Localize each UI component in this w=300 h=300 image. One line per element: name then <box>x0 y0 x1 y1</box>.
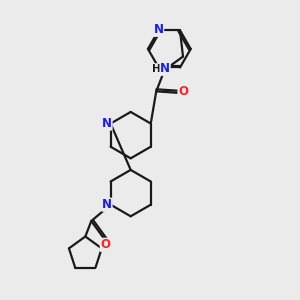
Text: N: N <box>160 62 170 75</box>
Text: H: H <box>152 64 161 74</box>
Text: O: O <box>100 238 110 251</box>
Text: N: N <box>102 198 112 211</box>
Text: N: N <box>154 23 164 36</box>
Text: O: O <box>178 85 188 98</box>
Text: N: N <box>102 117 112 130</box>
